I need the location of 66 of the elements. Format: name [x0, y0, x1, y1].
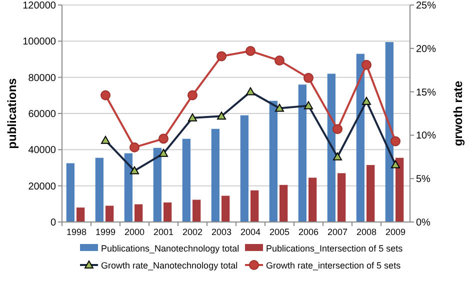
y2-tick-label: 20%: [416, 44, 436, 55]
y-tick-label: 0: [50, 218, 56, 228]
bar: [356, 54, 364, 222]
y-tick-label: 120000: [22, 0, 56, 12]
point: [304, 72, 314, 83]
point: [390, 136, 400, 146]
x-tick-label: 2008: [356, 227, 377, 237]
bar: [95, 158, 104, 222]
bar: [222, 196, 230, 222]
bar: [76, 208, 85, 222]
y2-tick-label: 25%: [416, 0, 436, 12]
y-tick-label: 80000: [28, 72, 56, 84]
y2-axis-title: grwoth rate: [451, 80, 465, 146]
x-tick-label: 2002: [182, 227, 203, 237]
y-axis-title: publications: [5, 78, 19, 149]
y2-tick-label: 0%: [416, 218, 431, 228]
bar: [211, 128, 220, 222]
point: [158, 134, 168, 144]
y-tick-label: 20000: [28, 181, 56, 192]
bar: [338, 173, 346, 222]
y2-tick-label: 5%: [416, 174, 431, 186]
bar: [66, 163, 74, 222]
point: [362, 60, 372, 70]
bar: [240, 115, 248, 222]
x-tick-label: 2000: [124, 227, 145, 237]
x-tick-label: 2006: [298, 227, 319, 237]
bar: [385, 42, 394, 222]
x-tick-label: 2001: [153, 227, 174, 237]
x-tick-label: 2003: [211, 227, 232, 237]
bar: [366, 165, 375, 222]
legend-label: Growth rate_intersection of 5 sets: [266, 260, 402, 270]
bar: [280, 184, 288, 222]
x-tick-label: 2005: [269, 227, 290, 237]
y-tick-label: 60000: [28, 109, 56, 120]
point: [332, 124, 342, 134]
point: [274, 56, 284, 66]
legend-label: Growth rate_Nanotechnology total: [101, 260, 238, 270]
y-tick-label: 40000: [28, 145, 56, 156]
bar: [250, 190, 259, 222]
x-tick-label: 1999: [95, 227, 116, 237]
bar: [124, 153, 132, 222]
bar: [164, 202, 172, 222]
y2-tick-label: 15%: [416, 87, 436, 98]
bar: [153, 148, 162, 222]
y-tick-label: 100000: [22, 36, 56, 48]
bar: [182, 138, 190, 222]
point: [130, 142, 140, 152]
point: [216, 51, 226, 62]
bar: [298, 84, 306, 222]
bar: [192, 200, 201, 222]
bar: [327, 74, 336, 222]
bar: [396, 158, 404, 222]
x-tick-label: 2004: [240, 227, 261, 237]
bar: [134, 204, 143, 222]
x-tick-label: 2007: [327, 227, 348, 237]
point: [100, 90, 110, 100]
bar: [269, 100, 278, 222]
bar: [106, 206, 114, 222]
x-tick-label: 2009: [385, 227, 406, 237]
point: [188, 90, 198, 100]
point: [246, 46, 256, 56]
legend-label: Publications_Intersection of 5 sets: [266, 244, 404, 254]
legend-label: Publications_Nanotechnology total: [101, 244, 240, 254]
x-tick-label: 1998: [66, 227, 87, 237]
y2-tick-label: 10%: [416, 130, 436, 142]
bar: [308, 178, 317, 222]
